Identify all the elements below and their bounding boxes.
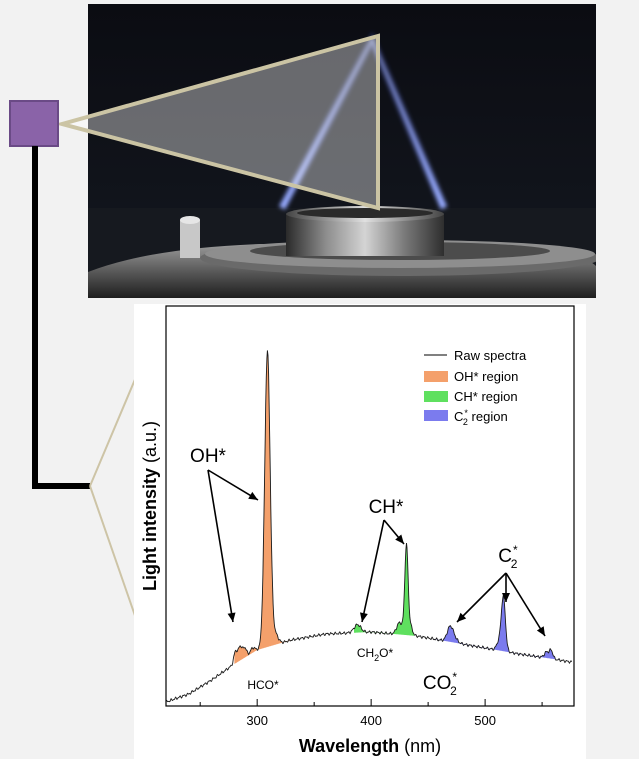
x-tick-label-400: 400 bbox=[360, 713, 382, 728]
measurement-marker bbox=[9, 100, 59, 147]
spectrum-chart: 300 400 500 bbox=[165, 350, 573, 728]
raw-spectrum-line bbox=[165, 350, 573, 703]
connector-line bbox=[32, 146, 90, 489]
y-axis-label-main: Light intensity bbox=[140, 468, 160, 591]
legend-label-c2: C* 2 region bbox=[454, 408, 508, 427]
x-tick-label-300: 300 bbox=[246, 713, 268, 728]
arrow-c2-left bbox=[456, 572, 507, 623]
region-c2 bbox=[433, 595, 560, 661]
legend: Raw spectra OH* region CH* region C* 2 re… bbox=[424, 348, 527, 427]
arrow-c2-mid bbox=[502, 573, 510, 602]
legend-label-raw: Raw spectra bbox=[454, 348, 527, 363]
label-oh-star: OH* bbox=[190, 446, 227, 467]
flame-photo bbox=[88, 4, 596, 298]
legend-swatch-c2 bbox=[424, 410, 448, 421]
label-c2-star: C* 2 bbox=[498, 543, 518, 571]
x-tick-label-500: 500 bbox=[474, 713, 496, 728]
legend-label-ch: CH* region bbox=[454, 389, 518, 404]
x-axis-label: Wavelength (nm) bbox=[299, 736, 441, 756]
arrow-c2-right bbox=[505, 572, 546, 637]
y-axis-label: Light intensity (a.u.) bbox=[140, 421, 160, 591]
arrow-oh-minor bbox=[207, 469, 236, 623]
legend-label-oh: OH* region bbox=[454, 369, 518, 384]
annotation-arrows bbox=[207, 469, 546, 637]
x-axis-label-unit: (nm) bbox=[399, 736, 441, 756]
chart-panel bbox=[134, 304, 586, 759]
arrow-ch-main bbox=[383, 519, 405, 545]
plot-frame bbox=[165, 305, 575, 707]
blue-flame-cone bbox=[278, 31, 448, 210]
burner-post bbox=[180, 220, 200, 258]
legend-swatch-oh bbox=[424, 371, 448, 382]
y-axis-label-unit: (a.u.) bbox=[140, 421, 160, 468]
x-axis-label-main: Wavelength bbox=[299, 736, 399, 756]
svg-text:Light intensity (a.u.): Light intensity (a.u.) bbox=[140, 421, 160, 591]
region-oh bbox=[234, 350, 292, 664]
annotations: OH* CH* C* 2 HCO* CH2O* CO* 2 bbox=[190, 446, 518, 698]
arrow-ch-minor bbox=[360, 519, 385, 623]
legend-swatch-ch bbox=[424, 391, 448, 402]
label-ch2o: CH2O* bbox=[357, 646, 394, 663]
label-hco: HCO* bbox=[247, 678, 279, 692]
label-co2: CO* 2 bbox=[423, 670, 458, 698]
magnifier-triangle bbox=[54, 33, 380, 211]
label-ch-star: CH* bbox=[369, 497, 404, 518]
arrow-oh-main bbox=[207, 469, 259, 501]
